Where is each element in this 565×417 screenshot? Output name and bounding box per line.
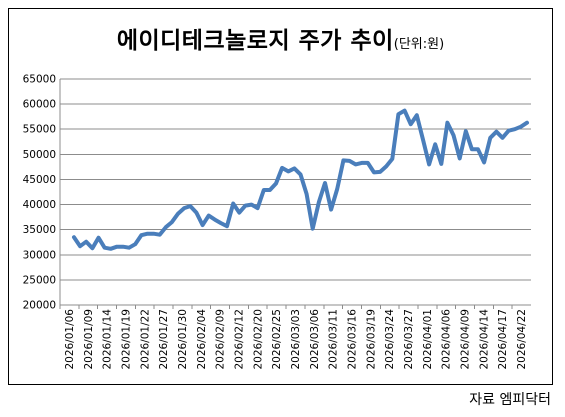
y-tick-label: 60000 (23, 99, 56, 111)
y-tick-label: 40000 (23, 199, 56, 211)
x-tick-label: 2026/03/03 (290, 309, 302, 370)
x-tick-label: 2026/04/01 (422, 309, 434, 370)
y-tick-label: 65000 (23, 74, 56, 86)
x-tick-label: 2026/03/06 (309, 309, 321, 370)
y-tick-label: 55000 (23, 124, 56, 136)
x-tick-label: 2026/04/14 (478, 309, 490, 370)
x-tick-label: 2026/02/09 (215, 309, 227, 370)
y-tick-label: 20000 (23, 300, 56, 312)
x-tick-label: 2026/01/27 (158, 309, 170, 370)
x-tick-label: 2026/01/14 (102, 309, 114, 370)
source-note: 자료 엠피닥터 (469, 392, 551, 408)
x-tick-label: 2026/02/20 (252, 309, 264, 370)
x-tick-label: 2026/01/22 (139, 309, 151, 370)
y-tick-label: 50000 (23, 149, 56, 161)
series-line (72, 108, 529, 251)
x-tick-label: 2026/02/25 (271, 309, 283, 370)
y-tick-label: 35000 (23, 224, 56, 236)
x-tick-label: 2026/03/19 (365, 309, 377, 370)
chart-frame: 에이디테크놀로지 주가 추이(단위:원) 20000 25000 30000 3500… (8, 8, 553, 385)
y-tick-label: 45000 (23, 174, 56, 186)
x-tick-label: 2026/04/06 (441, 309, 453, 370)
x-tick-label: 2026/04/09 (460, 309, 472, 370)
x-tick-label: 2026/03/11 (328, 309, 340, 370)
chart-title-wrap: 에이디테크놀로지 주가 추이(단위:원) (9, 30, 552, 53)
x-tick-label: 2026/04/17 (497, 309, 509, 370)
x-tick-label: 2026/01/09 (83, 309, 95, 370)
line-chart: 20000 25000 30000 35000 40000 45000 50000 55000… (23, 74, 531, 370)
x-tick-label: 2026/02/04 (196, 309, 208, 370)
x-tick-label: 2026/03/27 (403, 309, 415, 370)
x-tick-label: 2026/01/19 (120, 309, 132, 370)
x-tick-label: 2026/03/16 (347, 309, 359, 370)
x-tick-label: 2026/04/22 (516, 309, 528, 370)
x-tick-label: 2026/01/06 (64, 309, 76, 370)
y-tick-label: 25000 (23, 274, 56, 286)
chart-title: 에이디테크놀로지 주가 추이 (116, 28, 394, 54)
x-tick-label: 2026/01/30 (177, 309, 189, 370)
y-tick-label: 30000 (23, 249, 56, 261)
x-tick-label: 2026/03/24 (384, 309, 396, 370)
x-tick-label: 2026/02/12 (233, 309, 245, 370)
chart-unit-note: (단위:원) (393, 37, 445, 52)
